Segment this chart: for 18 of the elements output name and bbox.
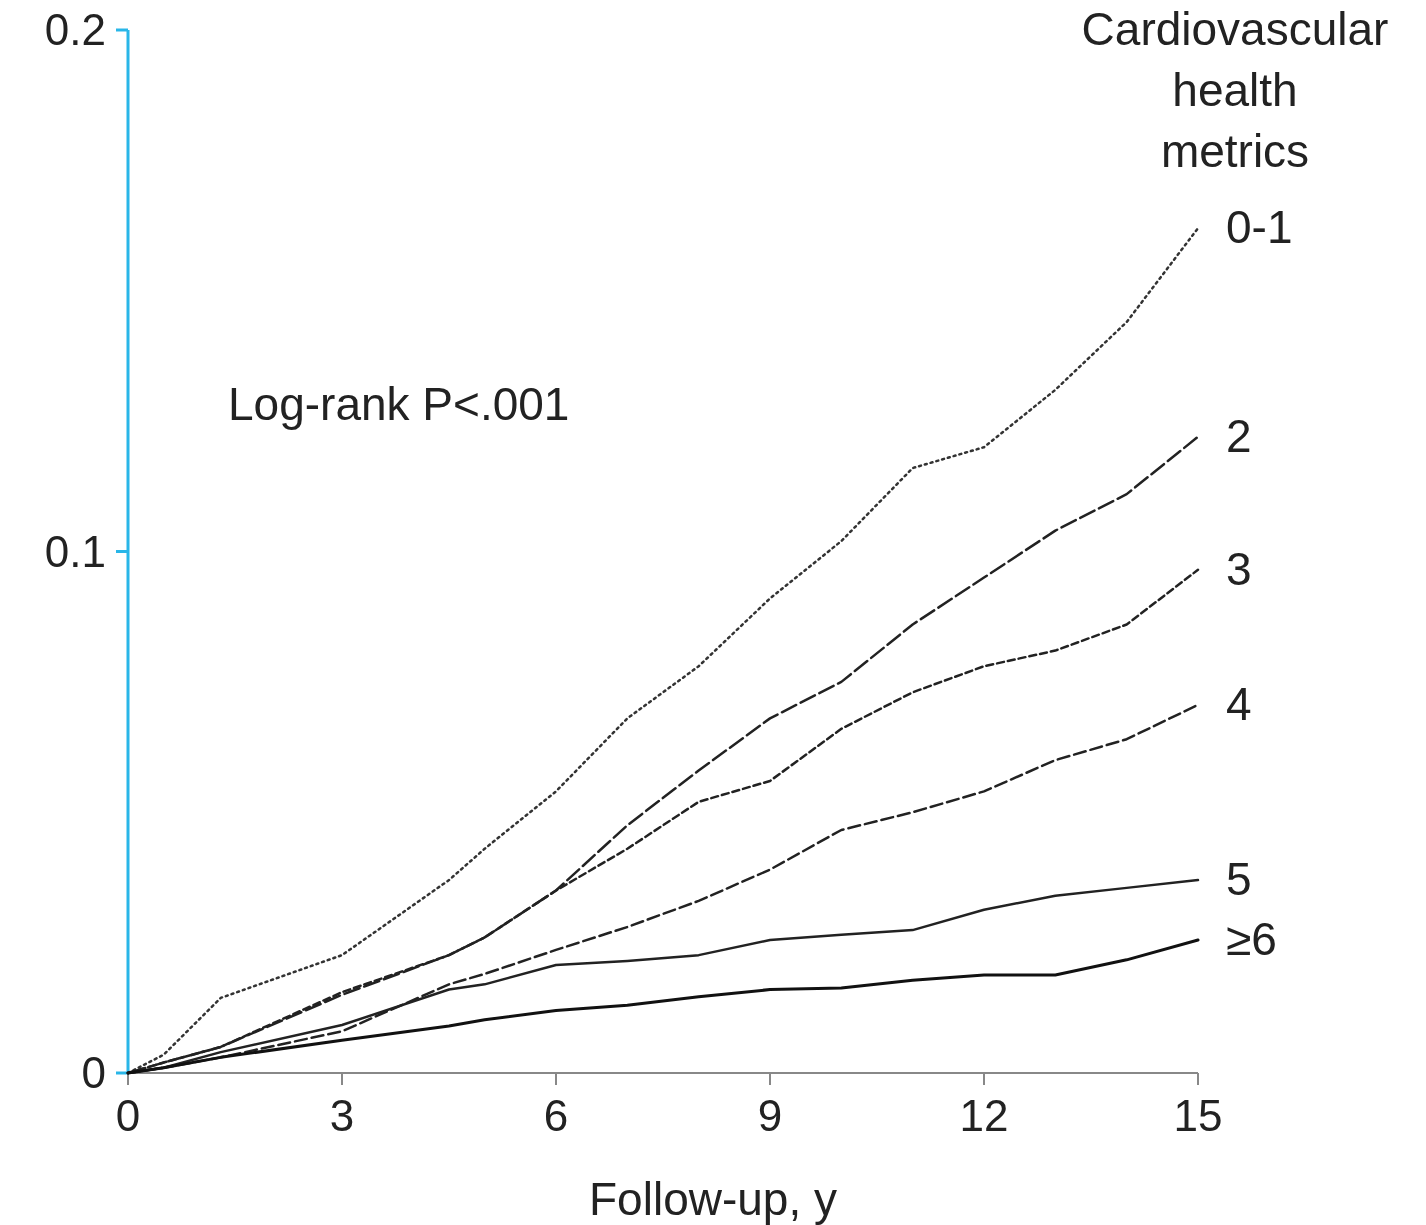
- annotation: Log-rank P<.001: [228, 378, 570, 430]
- x-tick-label: 0: [115, 1091, 141, 1140]
- series-label: 2: [1226, 409, 1252, 462]
- x-tick-label: 9: [757, 1091, 783, 1140]
- x-tick-label: 12: [959, 1091, 1009, 1140]
- y-tick-label: 0: [81, 1048, 106, 1097]
- x-tick-label: 3: [329, 1091, 355, 1140]
- x-tick-label: 6: [543, 1091, 569, 1140]
- series-label: 3: [1226, 542, 1252, 595]
- x-tick-label: 15: [1173, 1091, 1223, 1140]
- y-tick-label: 0.2: [44, 5, 106, 54]
- series-label: ≥6: [1226, 913, 1277, 966]
- x-axis-title: Follow-up, y: [589, 1173, 837, 1225]
- series-label: 0-1: [1226, 201, 1293, 254]
- legend-title: Cardiovascular health metrics: [1081, 3, 1389, 177]
- y-tick-label: 0.1: [44, 526, 106, 576]
- series-label: 5: [1226, 853, 1252, 906]
- series-label: 4: [1226, 677, 1252, 730]
